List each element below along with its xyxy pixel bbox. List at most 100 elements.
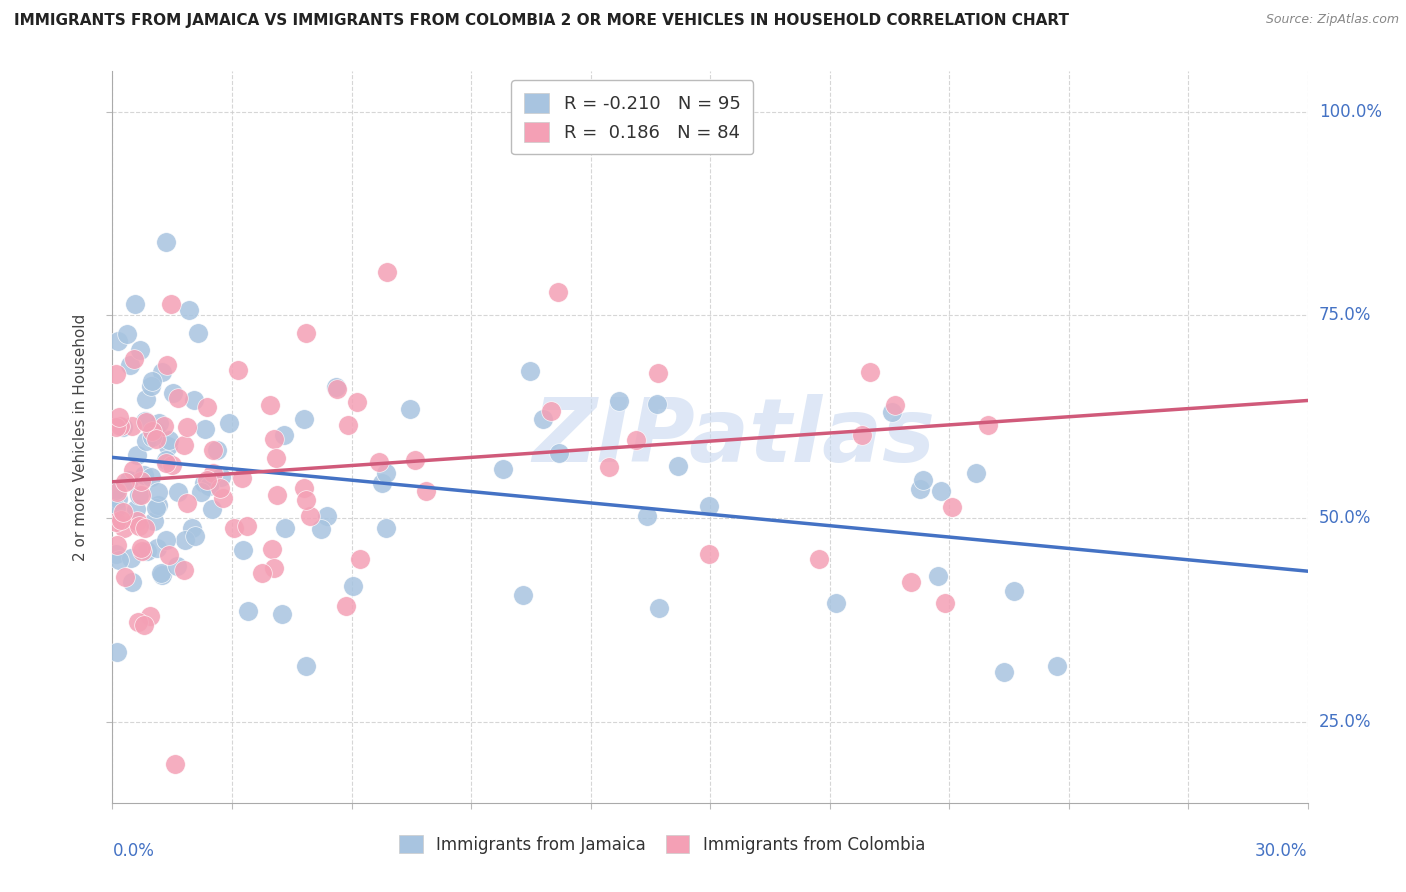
Point: [263, 432, 285, 446]
Point: [375, 466, 398, 480]
Point: [148, 416, 170, 430]
Text: 25.0%: 25.0%: [1319, 713, 1371, 731]
Point: [927, 568, 949, 582]
Point: [263, 561, 285, 575]
Point: [346, 395, 368, 409]
Point: [145, 541, 167, 555]
Point: [135, 416, 157, 430]
Point: [122, 352, 145, 367]
Point: [105, 516, 128, 530]
Point: [636, 508, 658, 523]
Point: [645, 397, 668, 411]
Legend: Immigrants from Jamaica, Immigrants from Colombia: Immigrants from Jamaica, Immigrants from…: [392, 829, 932, 860]
Point: [647, 366, 669, 380]
Point: [697, 547, 720, 561]
Point: [112, 521, 135, 535]
Point: [160, 458, 183, 472]
Point: [105, 485, 128, 500]
Point: [128, 519, 150, 533]
Point: [335, 599, 357, 613]
Point: [107, 492, 129, 507]
Point: [825, 596, 848, 610]
Point: [139, 470, 162, 484]
Point: [298, 509, 321, 524]
Point: [105, 538, 128, 552]
Point: [697, 499, 720, 513]
Point: [155, 456, 177, 470]
Point: [547, 285, 569, 299]
Text: IMMIGRANTS FROM JAMAICA VS IMMIGRANTS FROM COLOMBIA 2 OR MORE VEHICLES IN HOUSEH: IMMIGRANTS FROM JAMAICA VS IMMIGRANTS FR…: [14, 13, 1069, 29]
Point: [135, 434, 157, 448]
Point: [209, 481, 232, 495]
Point: [105, 645, 128, 659]
Point: [294, 412, 316, 426]
Point: [121, 463, 143, 477]
Point: [108, 418, 131, 433]
Point: [146, 498, 169, 512]
Point: [316, 508, 339, 523]
Point: [118, 474, 141, 488]
Point: [519, 364, 541, 378]
Point: [190, 485, 212, 500]
Point: [141, 374, 163, 388]
Point: [150, 568, 173, 582]
Point: [121, 574, 143, 589]
Point: [264, 451, 287, 466]
Point: [162, 386, 184, 401]
Point: [167, 485, 190, 500]
Point: [808, 552, 831, 566]
Point: [139, 608, 162, 623]
Point: [193, 476, 215, 491]
Point: [155, 533, 177, 548]
Point: [349, 552, 371, 566]
Point: [167, 391, 190, 405]
Point: [931, 484, 953, 499]
Point: [176, 496, 198, 510]
Point: [173, 533, 195, 548]
Point: [274, 521, 297, 535]
Point: [900, 575, 922, 590]
Point: [179, 302, 201, 317]
Point: [105, 483, 128, 497]
Point: [156, 358, 179, 372]
Point: [129, 474, 152, 488]
Point: [173, 563, 195, 577]
Point: [105, 367, 128, 381]
Point: [134, 618, 156, 632]
Point: [231, 470, 253, 484]
Point: [294, 326, 316, 340]
Point: [184, 529, 207, 543]
Point: [187, 326, 209, 340]
Point: [105, 500, 128, 515]
Point: [965, 466, 987, 480]
Point: [370, 475, 392, 490]
Point: [153, 419, 176, 434]
Point: [111, 420, 134, 434]
Point: [124, 502, 146, 516]
Point: [309, 522, 332, 536]
Point: [404, 453, 426, 467]
Point: [110, 513, 132, 527]
Point: [342, 578, 364, 592]
Point: [127, 615, 149, 629]
Point: [141, 430, 163, 444]
Point: [156, 439, 179, 453]
Point: [114, 475, 136, 489]
Point: [198, 478, 221, 492]
Point: [180, 521, 202, 535]
Point: [512, 587, 534, 601]
Point: [107, 334, 129, 349]
Point: [157, 548, 180, 562]
Point: [160, 297, 183, 311]
Point: [183, 393, 205, 408]
Point: [934, 596, 956, 610]
Point: [108, 409, 131, 424]
Text: 100.0%: 100.0%: [1319, 103, 1382, 121]
Point: [142, 514, 165, 528]
Point: [540, 404, 562, 418]
Point: [128, 343, 150, 357]
Point: [194, 422, 217, 436]
Point: [207, 442, 229, 457]
Point: [607, 393, 630, 408]
Text: 0.0%: 0.0%: [112, 842, 155, 860]
